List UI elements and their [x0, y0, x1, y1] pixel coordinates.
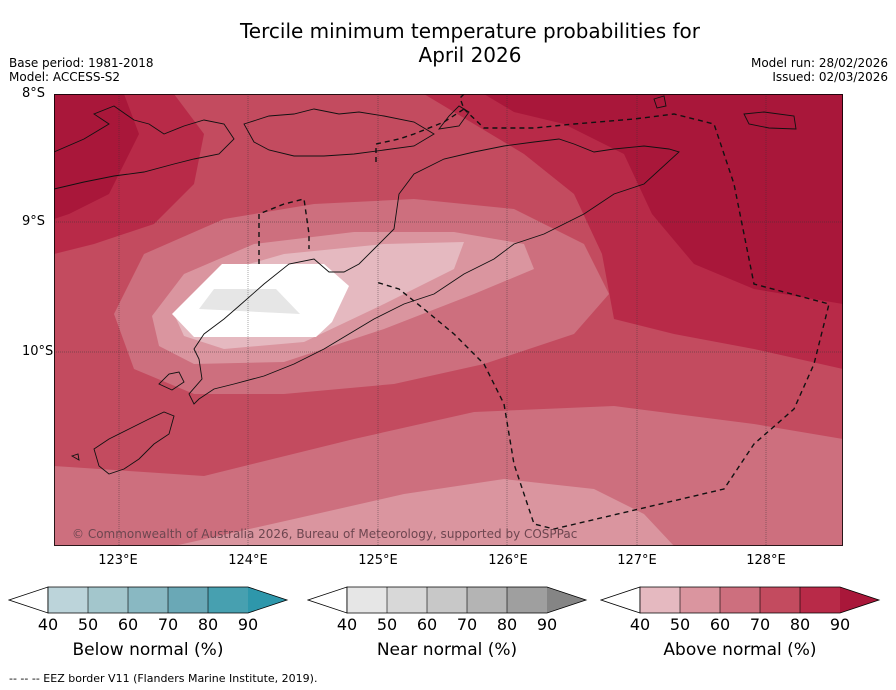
cbar-below-tick-80: 80: [197, 615, 219, 634]
lat-label-8s: 8°S: [22, 86, 46, 101]
eez-oecusse-segment: [258, 198, 310, 264]
cbar-above-tick-80: 80: [789, 615, 811, 634]
cbar-near-seg-5: [507, 587, 547, 613]
small-island-north: [653, 95, 667, 109]
cbar-below-title: Below normal (%): [72, 640, 224, 660]
cbar-below-seg-3: [128, 587, 168, 613]
cbar-below-tick-40: 40: [37, 615, 59, 634]
cbar-near-seg-3: [427, 587, 467, 613]
cbar-above-extend-low: [600, 586, 641, 614]
lon-label-125e: 125°E: [358, 553, 398, 568]
cbar-near-extend-low: [307, 586, 348, 614]
alor-island-coast: [243, 108, 435, 157]
cbar-above-seg-3: [720, 587, 760, 613]
cbar-near-extend-high: [547, 587, 586, 613]
cbar-below-extend-high: [248, 587, 287, 613]
band-50-60-south: [174, 479, 674, 546]
cbar-near-tick-70: 70: [456, 615, 478, 634]
cbar-near-tick-50: 50: [376, 615, 398, 634]
band-90-east: [484, 94, 843, 304]
cbar-below-tick-90: 90: [237, 615, 259, 634]
probability-map[interactable]: © Commonwealth of Australia 2026, Bureau…: [54, 94, 843, 546]
lat-label-9s: 9°S: [22, 214, 46, 229]
coastlines: [54, 95, 797, 475]
lon-label-123e: 123°E: [98, 553, 138, 568]
meta-right: Model run: 28/02/2026 Issued: 02/03/2026: [751, 56, 888, 84]
cbar-above-tick-60: 60: [709, 615, 731, 634]
model-run: Model run: 28/02/2026: [750, 56, 888, 70]
cbar-above-tick-40: 40: [629, 615, 651, 634]
title-line-1: Tercile minimum temperature probabilitie…: [239, 19, 701, 43]
copyright-text: © Commonwealth of Australia 2026, Bureau…: [72, 527, 577, 541]
cbar-near-seg-4: [467, 587, 507, 613]
small-island-south: [70, 453, 80, 461]
band-90-west: [54, 94, 139, 219]
cbar-below-tick-70: 70: [157, 615, 179, 634]
band-60-70-south: [54, 406, 843, 546]
colorbar-above-normal: [600, 586, 881, 614]
semau-island-coast: [158, 371, 185, 391]
map-title: Tercile minimum temperature probabilitie…: [200, 19, 740, 67]
rote-island-coast: [93, 411, 175, 475]
lon-label-127e: 127°E: [617, 553, 657, 568]
cbar-above-tick-70: 70: [749, 615, 771, 634]
eez-main-segment: [375, 108, 830, 530]
cbar-above-tick-50: 50: [669, 615, 691, 634]
cbar-near-seg-2: [387, 587, 427, 613]
cbar-below-tick-50: 50: [77, 615, 99, 634]
cbar-near-tick-60: 60: [416, 615, 438, 634]
cbar-below-seg-4: [168, 587, 208, 613]
colorbar-below-normal: [8, 586, 289, 614]
cbar-above-seg-5: [800, 587, 840, 613]
eez-footer-note: -- -- -- EEZ border V11 (Flanders Marine…: [9, 672, 318, 685]
cbar-near-title: Near normal (%): [376, 640, 518, 660]
colorbar-near-normal: [307, 586, 588, 614]
timor-island-coast: [188, 138, 680, 405]
cbar-below-extend-low: [8, 586, 49, 614]
cbar-near-tick-80: 80: [496, 615, 518, 634]
title-line-2: April 2026: [418, 43, 522, 67]
cbar-below-seg-2: [88, 587, 128, 613]
wetar-east-coast: [743, 111, 797, 130]
eez-border: [258, 94, 830, 530]
cbar-near-tick-40: 40: [336, 615, 358, 634]
cbar-above-title: Above normal (%): [663, 640, 817, 660]
cbar-above-seg-1: [640, 587, 680, 613]
eez-north-segment: [375, 94, 465, 162]
lon-label-124e: 124°E: [228, 553, 268, 568]
cbar-below-seg-5: [208, 587, 248, 613]
lon-label-128e: 128°E: [746, 553, 786, 568]
cbar-below-tick-60: 60: [117, 615, 139, 634]
cbar-above-seg-4: [760, 587, 800, 613]
base-period: Base period: 1981-2018: [9, 56, 154, 70]
model-name: Model: ACCESS-S2: [9, 70, 121, 84]
cbar-below-seg-1: [48, 587, 88, 613]
gridlines: [54, 94, 843, 546]
cbar-above-seg-2: [680, 587, 720, 613]
issued-date: Issued: 02/03/2026: [772, 70, 888, 84]
meta-left: Base period: 1981-2018 Model: ACCESS-S2: [9, 56, 154, 84]
cbar-near-tick-90: 90: [536, 615, 558, 634]
map-frame: [54, 94, 843, 546]
cbar-near-seg-1: [347, 587, 387, 613]
cbar-above-extend-high: [840, 587, 879, 613]
lon-label-126e: 126°E: [488, 553, 528, 568]
flores-island-coast: [54, 105, 235, 190]
lat-label-10s: 10°S: [22, 344, 54, 359]
cbar-above-tick-90: 90: [829, 615, 851, 634]
near-normal-patch: [199, 289, 300, 314]
